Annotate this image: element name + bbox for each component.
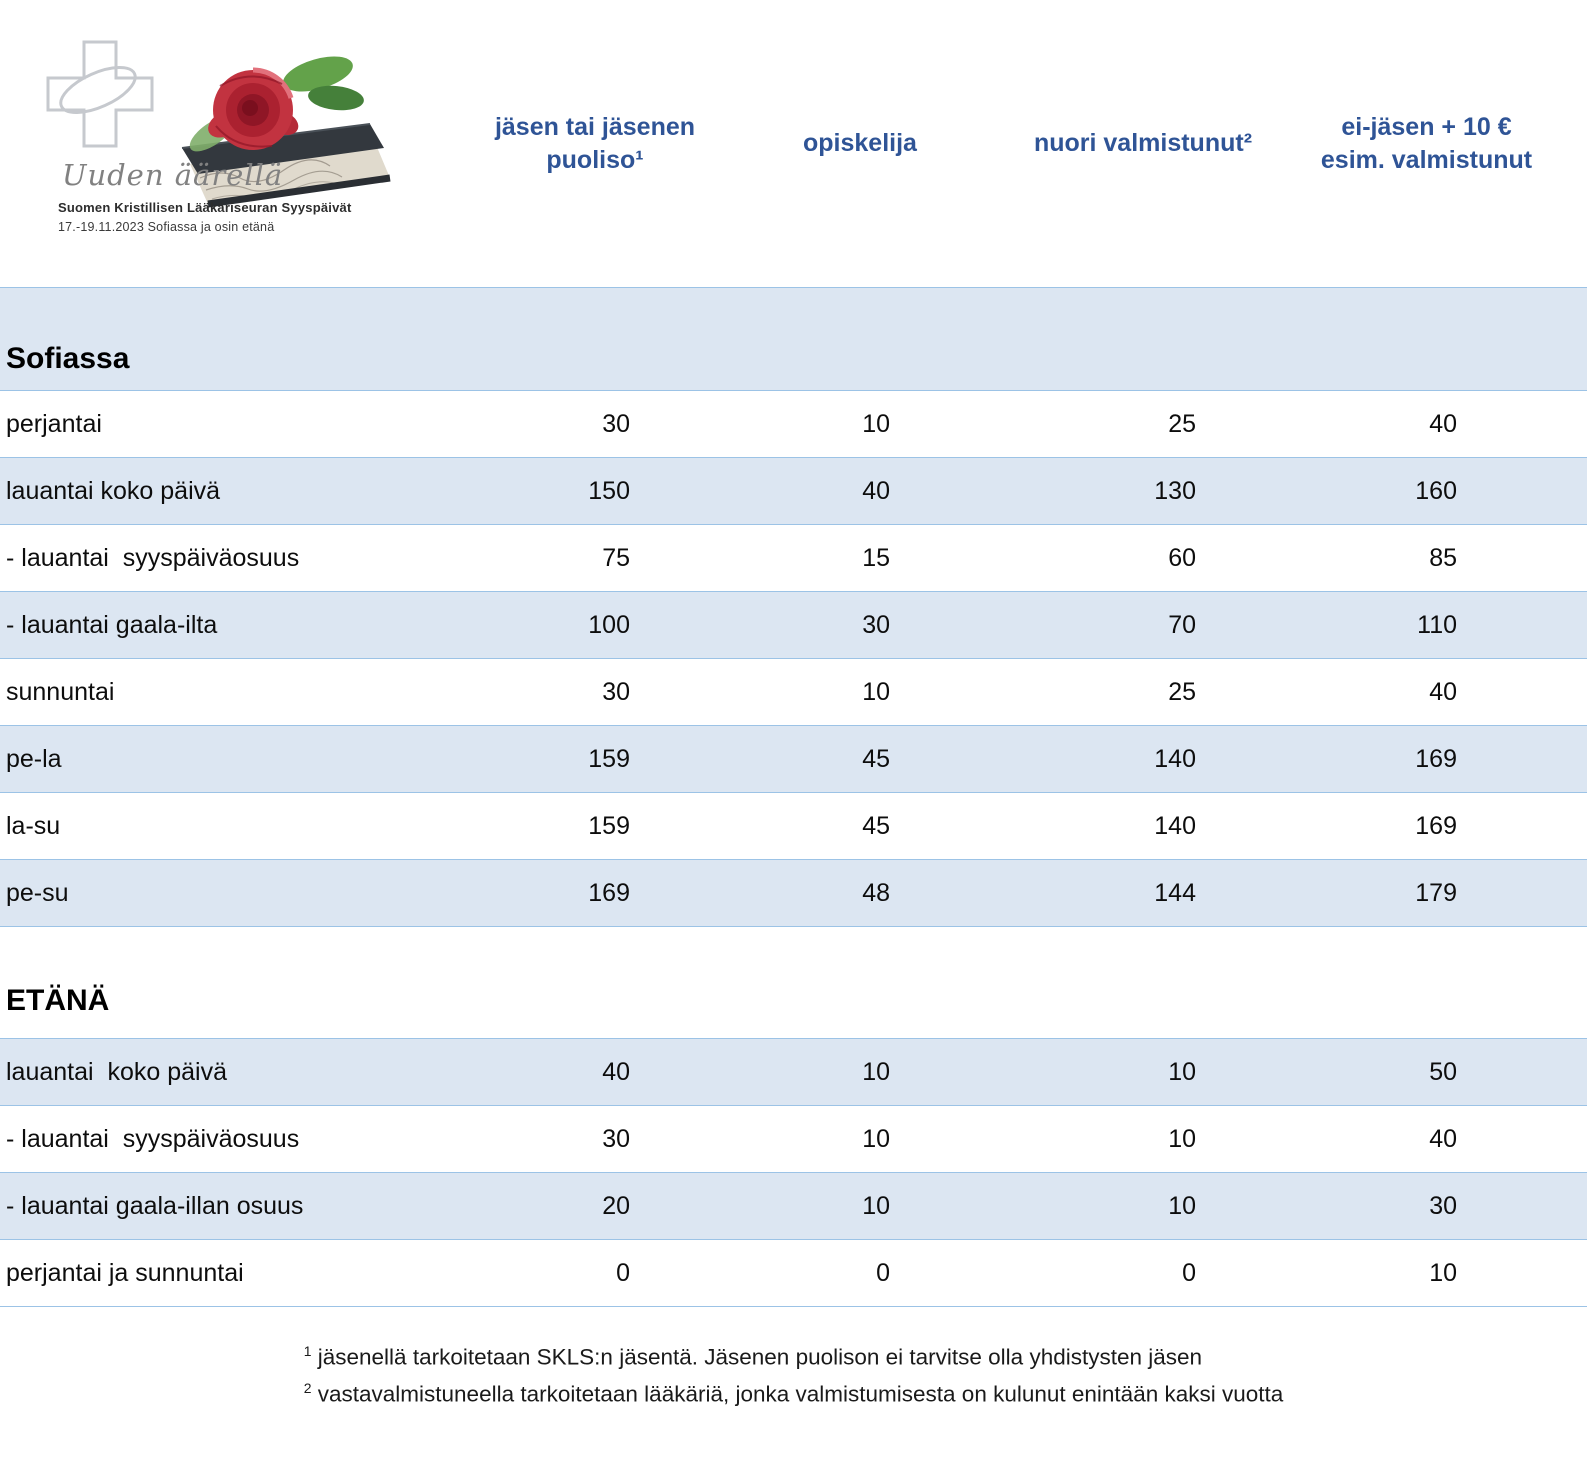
price-cell: 25 bbox=[1168, 677, 1196, 706]
row-label: pe-su bbox=[6, 878, 69, 907]
price-cell: 144 bbox=[1154, 878, 1196, 907]
logo-script-title: Uuden äärellä bbox=[62, 158, 284, 192]
price-cell: 30 bbox=[1429, 1191, 1457, 1220]
event-logo: Uuden äärellä Suomen Kristillisen Lääkär… bbox=[0, 0, 460, 287]
price-cell: 30 bbox=[602, 677, 630, 706]
table-row: la-su 159 45 140 169 bbox=[0, 793, 1587, 860]
price-cell: 160 bbox=[1415, 476, 1457, 505]
price-cell: 130 bbox=[1154, 476, 1196, 505]
footnote-2: 2 vastavalmistuneella tarkoitetaan lääkä… bbox=[304, 1380, 1284, 1408]
column-header-nuori-valmistunut: nuori valmistunut² bbox=[1033, 129, 1253, 157]
table-row: - lauantai gaala-illan osuus 20 10 10 30 bbox=[0, 1173, 1587, 1240]
row-label: - lauantai gaala-ilta bbox=[6, 610, 218, 639]
logo-event-line: 17.-19.11.2023 Sofiassa ja osin etänä bbox=[58, 220, 275, 234]
column-header-jasen: jäsen tai jäsenen puoliso¹ bbox=[494, 112, 696, 174]
table-row: perjantai 30 10 25 40 bbox=[0, 391, 1587, 458]
price-cell: 75 bbox=[602, 543, 630, 572]
price-cell: 10 bbox=[862, 677, 890, 706]
price-cell: 140 bbox=[1154, 811, 1196, 840]
table-row: - lauantai syyspäiväosuus 30 10 10 40 bbox=[0, 1106, 1587, 1173]
section-sofiassa: Sofiassa perjantai 30 10 25 40 lauantai … bbox=[0, 287, 1587, 927]
footnote-1-sup: 1 bbox=[303, 1343, 312, 1359]
price-cell: 169 bbox=[588, 878, 630, 907]
price-cell: 40 bbox=[602, 1057, 630, 1086]
price-cell: 45 bbox=[862, 811, 890, 840]
footnotes: 1 jäsenellä tarkoitetaan SKLS:n jäsentä.… bbox=[0, 1343, 1587, 1416]
price-cell: 169 bbox=[1415, 811, 1457, 840]
table-row: perjantai ja sunnuntai 0 0 0 10 bbox=[0, 1240, 1587, 1307]
price-cell: 0 bbox=[1182, 1258, 1196, 1287]
price-cell: 159 bbox=[588, 744, 630, 773]
price-cell: 30 bbox=[602, 1124, 630, 1153]
table-row: lauantai koko päivä 150 40 130 160 bbox=[0, 458, 1587, 525]
column-header-opiskelija: opiskelija bbox=[803, 129, 917, 157]
price-cell: 159 bbox=[588, 811, 630, 840]
price-cell: 179 bbox=[1415, 878, 1457, 907]
price-cell: 10 bbox=[1168, 1057, 1196, 1086]
table-row: pe-la 159 45 140 169 bbox=[0, 726, 1587, 793]
row-label: lauantai koko päivä bbox=[6, 1057, 227, 1086]
price-cell: 169 bbox=[1415, 744, 1457, 773]
price-cell: 0 bbox=[876, 1258, 890, 1287]
price-cell: 10 bbox=[862, 1057, 890, 1086]
price-cell: 40 bbox=[1429, 1124, 1457, 1153]
price-cell: 10 bbox=[1168, 1124, 1196, 1153]
price-cell: 100 bbox=[588, 610, 630, 639]
footnote-block: 1 jäsenellä tarkoitetaan SKLS:n jäsentä.… bbox=[304, 1343, 1284, 1416]
price-cell: 40 bbox=[1429, 677, 1457, 706]
price-cell: 60 bbox=[1168, 543, 1196, 572]
price-cell: 50 bbox=[1429, 1057, 1457, 1086]
price-cell: 15 bbox=[862, 543, 890, 572]
price-cell: 30 bbox=[862, 610, 890, 639]
section-title-band: ETÄNÄ bbox=[0, 927, 1587, 1039]
price-cell: 40 bbox=[1429, 409, 1457, 438]
row-label: lauantai koko päivä bbox=[6, 476, 221, 505]
price-cell: 10 bbox=[862, 1124, 890, 1153]
row-label: la-su bbox=[6, 811, 61, 840]
price-cell: 10 bbox=[862, 409, 890, 438]
table-header: Uuden äärellä Suomen Kristillisen Lääkär… bbox=[0, 0, 1587, 287]
price-cell: 10 bbox=[1168, 1191, 1196, 1220]
section-title: ETÄNÄ bbox=[6, 984, 110, 1017]
footnote-2-sup: 2 bbox=[303, 1379, 312, 1396]
section-title: Sofiassa bbox=[6, 342, 130, 375]
price-cell: 10 bbox=[862, 1191, 890, 1220]
price-cell: 48 bbox=[862, 878, 890, 907]
price-cell: 140 bbox=[1154, 744, 1196, 773]
table-row: - lauantai syyspäiväosuus 75 15 60 85 bbox=[0, 525, 1587, 592]
cross-icon bbox=[46, 40, 154, 148]
price-cell: 150 bbox=[588, 476, 630, 505]
rose-on-book-illustration bbox=[46, 40, 391, 208]
price-cell: 70 bbox=[1168, 610, 1196, 639]
rose-icon bbox=[208, 67, 299, 150]
row-label: - lauantai syyspäiväosuus bbox=[6, 1124, 300, 1153]
logo-org-line: Suomen Kristillisen Lääkäriseuran Syyspä… bbox=[58, 200, 352, 215]
section-etana: ETÄNÄ lauantai koko päivä 40 10 10 50 - … bbox=[0, 927, 1587, 1307]
price-cell: 0 bbox=[616, 1258, 630, 1287]
footnote-2-text: vastavalmistuneella tarkoitetaan lääkäri… bbox=[317, 1381, 1284, 1406]
table-row: pe-su 169 48 144 179 bbox=[0, 860, 1587, 927]
price-cell: 40 bbox=[862, 476, 890, 505]
row-label: sunnuntai bbox=[6, 677, 115, 706]
footnote-1: 1 jäsenellä tarkoitetaan SKLS:n jäsentä.… bbox=[304, 1343, 1284, 1371]
table-row: lauantai koko päivä 40 10 10 50 bbox=[0, 1039, 1587, 1106]
row-label: perjantai ja sunnuntai bbox=[6, 1258, 244, 1287]
row-label: - lauantai syyspäiväosuus bbox=[6, 543, 300, 572]
table-row: - lauantai gaala-ilta 100 30 70 110 bbox=[0, 592, 1587, 659]
row-label: perjantai bbox=[6, 409, 102, 438]
footnote-1-text: jäsenellä tarkoitetaan SKLS:n jäsentä. J… bbox=[317, 1344, 1203, 1370]
price-cell: 25 bbox=[1168, 409, 1196, 438]
price-cell: 30 bbox=[602, 409, 630, 438]
column-header-ei-jasen: ei-jäsen + 10 € esim. valmistunut bbox=[1320, 112, 1533, 174]
row-label: pe-la bbox=[6, 744, 62, 773]
table-row: sunnuntai 30 10 25 40 bbox=[0, 659, 1587, 726]
row-label: - lauantai gaala-illan osuus bbox=[6, 1191, 304, 1220]
price-cell: 10 bbox=[1429, 1258, 1457, 1287]
price-cell: 85 bbox=[1429, 543, 1457, 572]
price-cell: 45 bbox=[862, 744, 890, 773]
section-title-band: Sofiassa bbox=[0, 287, 1587, 391]
price-cell: 20 bbox=[602, 1191, 630, 1220]
price-cell: 110 bbox=[1417, 610, 1457, 639]
